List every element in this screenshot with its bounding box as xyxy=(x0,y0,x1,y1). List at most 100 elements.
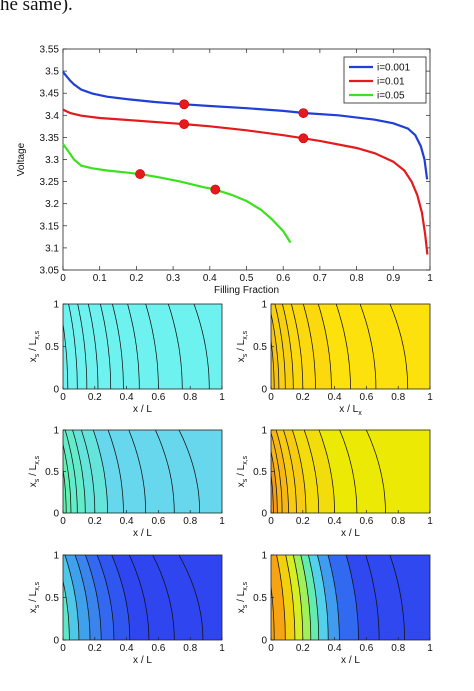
contour-line xyxy=(291,304,304,389)
y-axis-label: xs / Lx,s xyxy=(28,330,41,362)
contour-line xyxy=(271,311,280,389)
contour-line xyxy=(285,555,296,640)
contour-line xyxy=(167,304,183,389)
y-tick-label: 0 xyxy=(53,509,59,520)
panel-field xyxy=(271,555,430,640)
y-tick-label: 3.05 xyxy=(40,266,60,277)
contour-line xyxy=(96,555,115,640)
y-tick-label: 0 xyxy=(261,385,267,396)
heatmap-panel-row3-right: 0 0.2 0.4 0.6 0.8 1 0 0.5 1 x / L xs / Lx,s xyxy=(236,551,433,667)
y-tick-label: 1 xyxy=(53,426,59,437)
contour-line xyxy=(112,304,124,389)
panel-field xyxy=(271,304,430,389)
y-tick-label: 3.45 xyxy=(40,89,60,100)
x-tick-label: 0.2 xyxy=(88,392,102,403)
contour-line xyxy=(72,430,86,513)
y-tick-label: 3.5 xyxy=(45,67,59,78)
contour-line xyxy=(145,304,159,389)
contour-band xyxy=(292,430,335,513)
contour-line xyxy=(155,430,175,513)
y-tick-label: 3.1 xyxy=(45,243,59,254)
contour-band xyxy=(328,555,359,640)
contour-line xyxy=(87,304,99,389)
contour-line xyxy=(127,304,140,389)
x-tick-label: 0.2 xyxy=(88,643,102,654)
contour-line xyxy=(274,304,286,389)
contour-line xyxy=(128,430,147,513)
x-tick-label: 0.4 xyxy=(120,392,134,403)
x-tick-label: 0.2 xyxy=(296,392,310,403)
x-tick-label: 0.4 xyxy=(328,516,342,527)
x-tick-label: 0.6 xyxy=(359,516,373,527)
x-tick-label: 0 xyxy=(60,392,66,403)
y-axis-label: xs / Lx,s xyxy=(236,581,249,613)
x-tick-label: 0.9 xyxy=(386,273,400,284)
y-tick-label: 3.3 xyxy=(45,155,59,166)
y-tick-label: 1 xyxy=(261,551,267,562)
panel-field xyxy=(63,304,222,389)
contour-line xyxy=(318,430,335,513)
legend-label: i=0.001 xyxy=(377,63,411,74)
x-tick-label: 0.2 xyxy=(129,273,143,284)
contour-line xyxy=(100,304,112,389)
x-tick-label: 1 xyxy=(219,392,225,403)
contour-line xyxy=(359,304,377,389)
series-line-i=0.05 xyxy=(62,143,292,244)
contour-line xyxy=(335,304,351,389)
y-tick-label: 0 xyxy=(53,636,59,647)
y-tick-label: 0 xyxy=(261,636,267,647)
y-tick-label: 3.2 xyxy=(45,199,59,210)
contour-line xyxy=(300,555,312,640)
x-tick-label: 0.7 xyxy=(313,273,327,284)
x-tick-label: 0.8 xyxy=(350,273,364,284)
x-tick-label: 1 xyxy=(219,516,225,527)
heatmap-panel-row2-left: 0 0.2 0.4 0.6 0.8 1 0 0.5 1 x / L xs / Lx,s xyxy=(28,426,225,540)
contour-line xyxy=(303,430,320,513)
x-tick-label: 0.6 xyxy=(359,643,373,654)
contour-band xyxy=(276,430,306,513)
y-tick-label: 3.4 xyxy=(45,111,59,122)
x-axis-label: x / L xyxy=(133,404,152,415)
legend-label: i=0.05 xyxy=(377,91,405,102)
series-marker xyxy=(179,119,190,130)
contour-line xyxy=(282,304,294,389)
contour-line xyxy=(271,471,274,513)
x-tick-label: 0 xyxy=(268,516,274,527)
x-tick-label: 0.6 xyxy=(359,392,373,403)
x-axis-label: x / L xyxy=(133,528,152,539)
x-tick-label: 0.4 xyxy=(328,392,342,403)
x-tick-label: 0.4 xyxy=(120,643,134,654)
contour-band xyxy=(63,581,70,640)
contour-line xyxy=(271,431,283,513)
x-tick-label: 0.6 xyxy=(151,516,165,527)
x-tick-label: 0.4 xyxy=(328,643,342,654)
contour-band xyxy=(72,430,108,513)
contour-line xyxy=(292,555,304,640)
series-marker xyxy=(210,184,221,195)
contour-line xyxy=(345,555,359,640)
contour-line xyxy=(111,555,131,640)
contour-line xyxy=(92,430,108,513)
x-tick-label: 1 xyxy=(427,392,433,403)
contour-line xyxy=(64,555,80,640)
series-marker xyxy=(135,169,145,179)
series-marker xyxy=(179,99,190,110)
panel-background xyxy=(63,304,222,389)
x-tick-label: 1 xyxy=(427,643,433,654)
y-tick-label: 0.5 xyxy=(253,593,267,604)
contour-band xyxy=(271,304,294,389)
contour-line xyxy=(128,555,150,640)
x-tick-label: 0 xyxy=(268,643,274,654)
x-tick-label: 0.2 xyxy=(296,516,310,527)
y-tick-label: 0.5 xyxy=(45,467,59,478)
legend-label: i=0.01 xyxy=(377,77,405,88)
caption-fragment: he same). xyxy=(0,0,73,15)
x-tick-label: 0.4 xyxy=(120,516,134,527)
series-line-i=0.001 xyxy=(62,71,429,180)
y-tick-label: 3.15 xyxy=(40,221,60,232)
panel-field xyxy=(63,430,222,513)
heatmap-panel-row3-left: 0 0.2 0.4 0.6 0.8 1 0 0.5 1 x / L xs / Lx,s xyxy=(28,551,225,667)
x-axis-label: x / Lx xyxy=(339,404,362,417)
